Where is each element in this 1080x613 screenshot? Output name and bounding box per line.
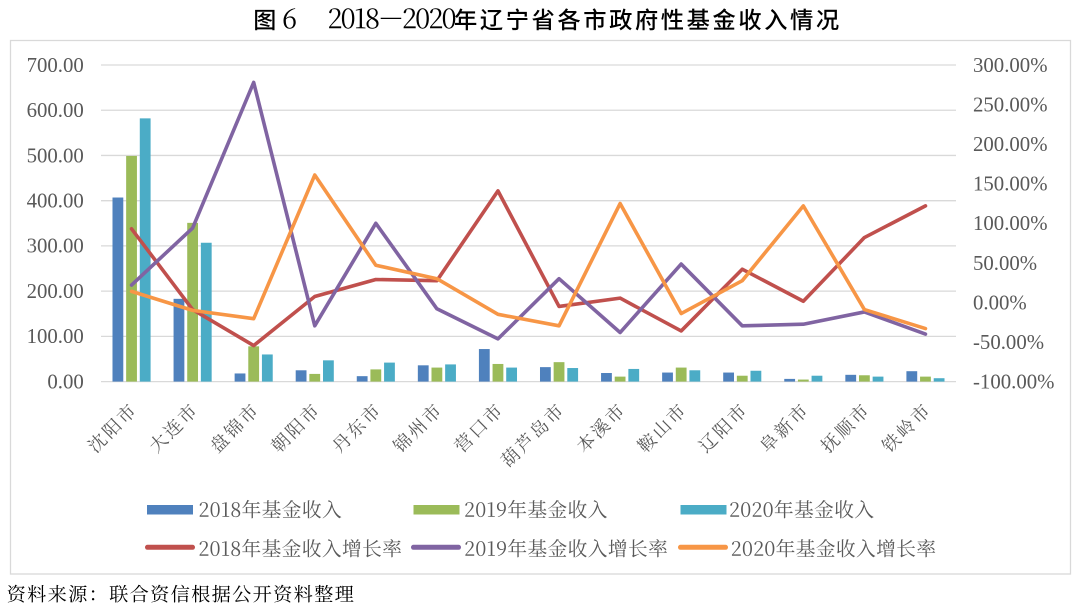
svg-text:-50.00%: -50.00% <box>973 331 1044 354</box>
svg-text:150.00%: 150.00% <box>973 173 1048 196</box>
svg-text:250.00%: 250.00% <box>973 93 1048 116</box>
svg-text:300.00: 300.00 <box>27 235 84 258</box>
svg-text:-100.00%: -100.00% <box>973 371 1054 394</box>
svg-text:600.00: 600.00 <box>27 99 84 122</box>
svg-text:100.00: 100.00 <box>27 325 84 348</box>
svg-text:300.00%: 300.00% <box>973 54 1048 77</box>
svg-text:0.00%: 0.00% <box>973 291 1027 314</box>
svg-text:100.00%: 100.00% <box>973 212 1048 235</box>
svg-text:50.00%: 50.00% <box>973 252 1037 275</box>
svg-text:200.00: 200.00 <box>27 280 84 303</box>
svg-text:700.00: 700.00 <box>27 54 84 77</box>
svg-text:200.00%: 200.00% <box>973 133 1048 156</box>
svg-text:400.00: 400.00 <box>27 189 84 212</box>
svg-text:0.00: 0.00 <box>47 370 83 393</box>
svg-text:500.00: 500.00 <box>27 144 84 167</box>
